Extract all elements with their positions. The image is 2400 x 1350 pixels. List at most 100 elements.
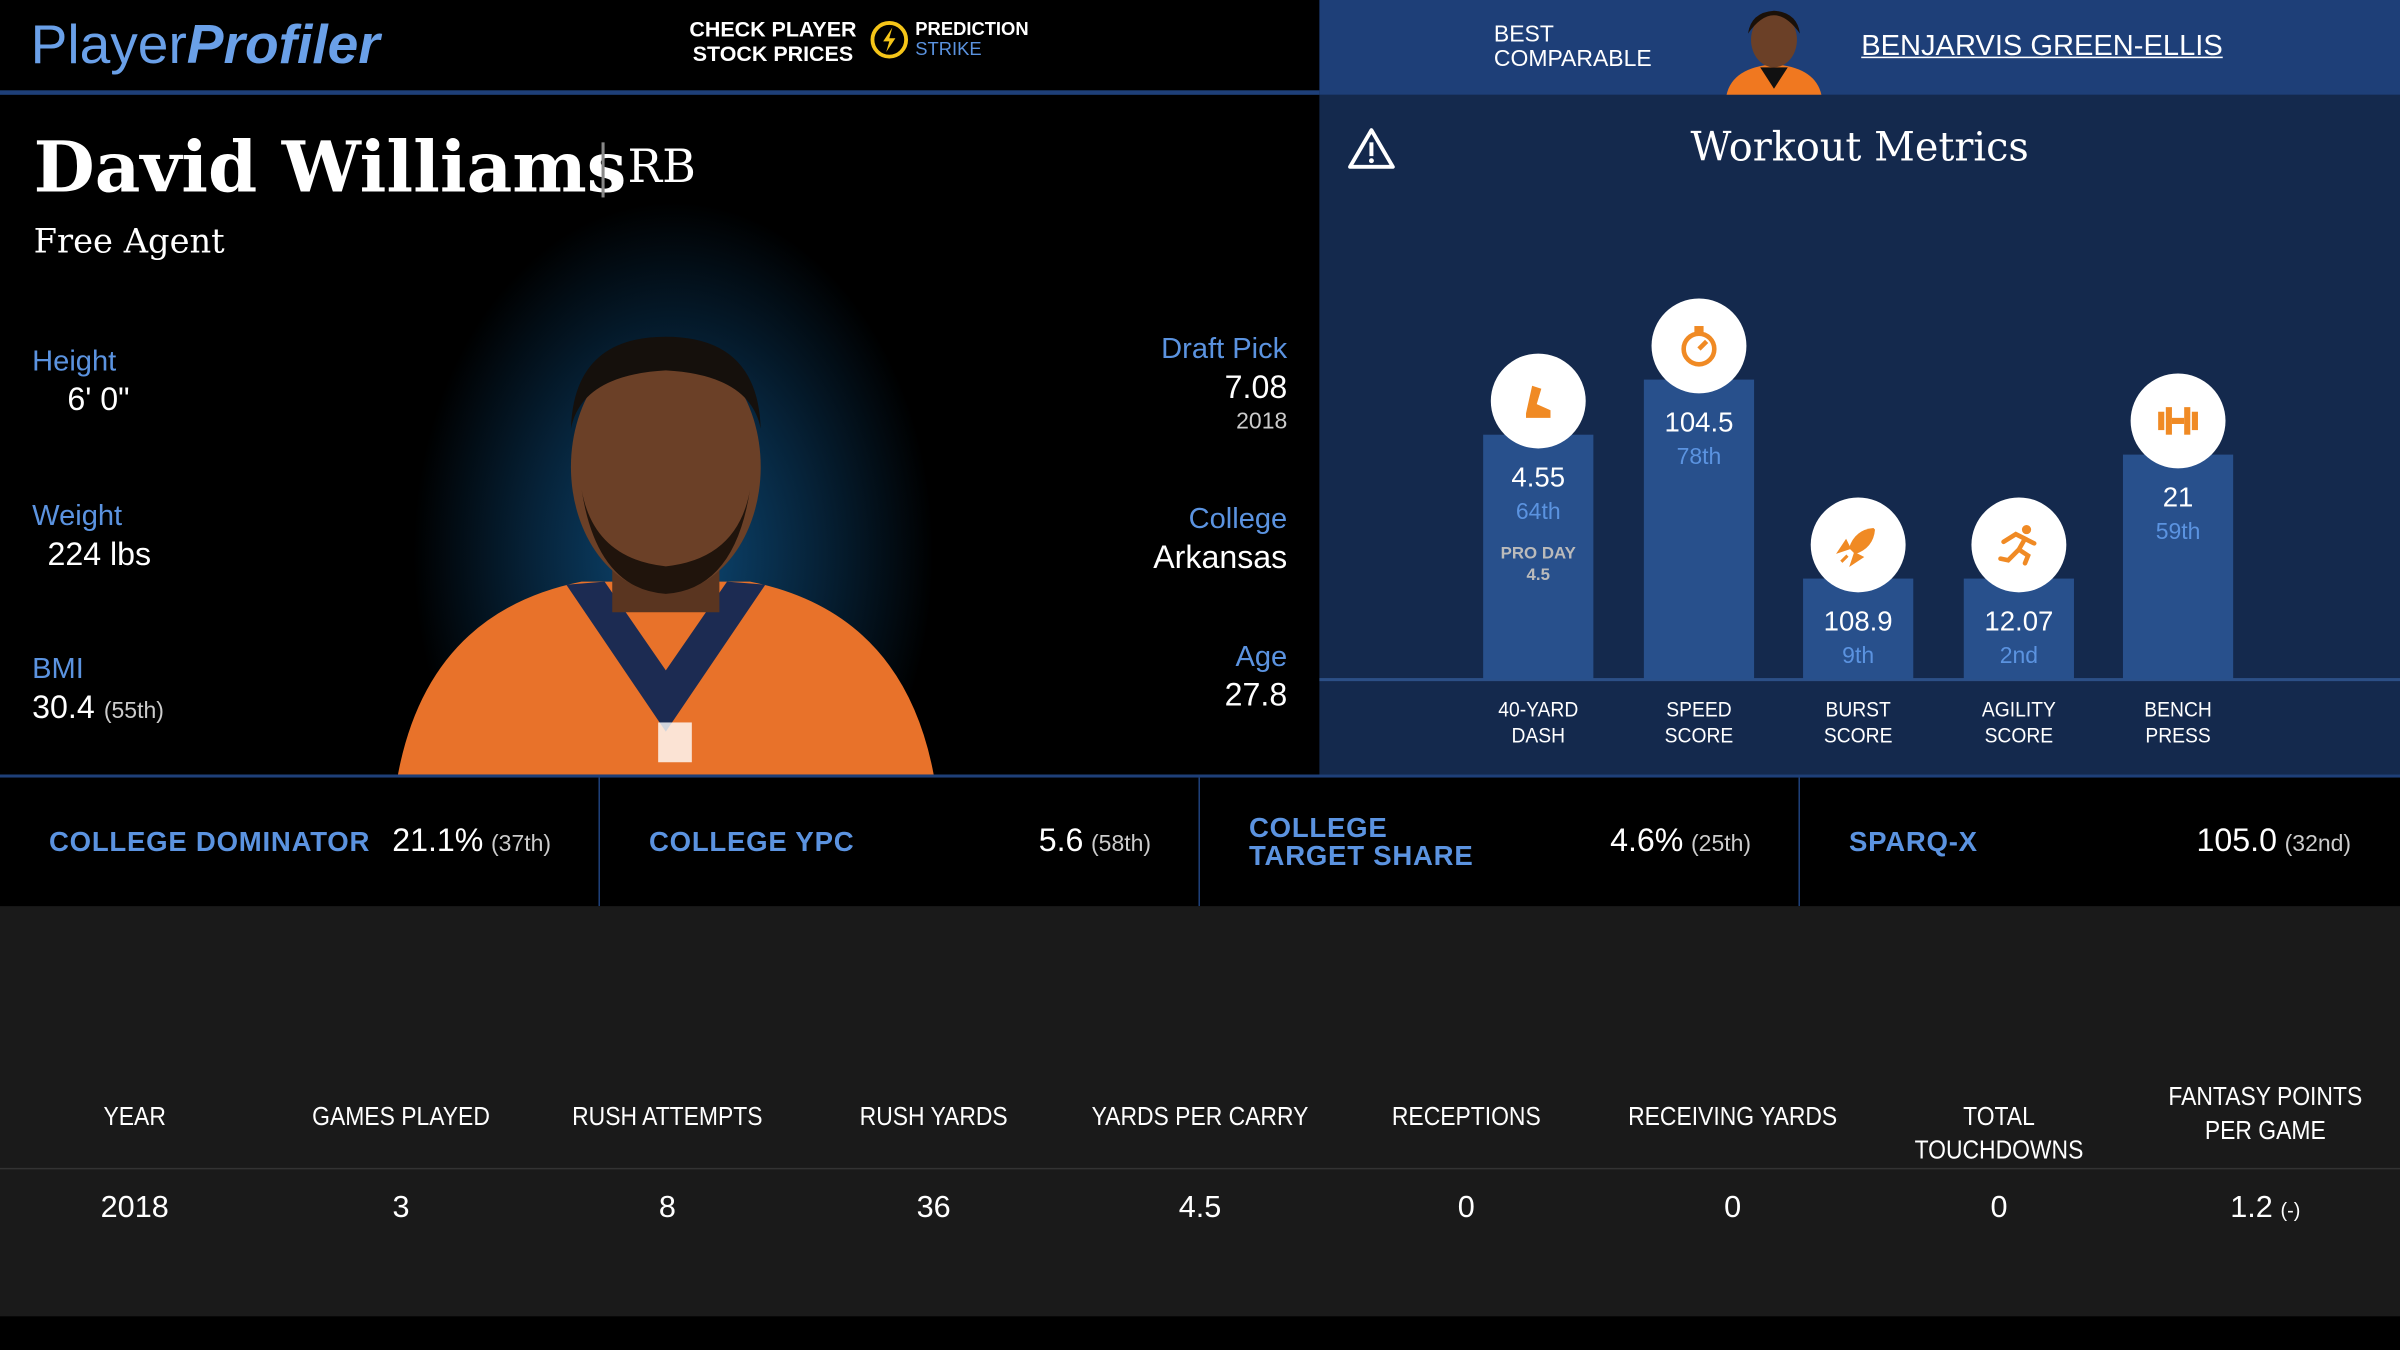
player-status: Free Agent xyxy=(33,223,225,262)
metric-value: 5.6 (58th) xyxy=(1039,823,1151,860)
metric-label: SPARQ-X xyxy=(1848,826,1978,858)
workout-icon xyxy=(1971,497,2067,593)
bio-value-text: 6' 0" xyxy=(67,382,130,418)
table-cell: 0 xyxy=(1866,1191,2132,1226)
bio-value: 30.4 (55th) xyxy=(32,690,164,727)
workout-bar xyxy=(1963,578,2074,680)
table-header: RECEPTIONS xyxy=(1391,1102,1541,1132)
workout-note-value: 4.5 xyxy=(1526,566,1550,585)
metric-value-text: 21.1% xyxy=(392,823,484,859)
workout-note: PRO DAY xyxy=(1500,544,1576,564)
table-cell-text: 3 xyxy=(392,1190,410,1225)
draft-value: 27.8 xyxy=(1224,678,1288,714)
promo-icon xyxy=(870,21,909,59)
table-cell: 8 xyxy=(534,1191,800,1226)
player-photo xyxy=(397,336,934,775)
metric-label: COLLEGE DOMINATOR xyxy=(48,826,371,858)
draft-value: Arkansas xyxy=(1153,540,1288,576)
table-cell: 1.2 (-) xyxy=(2132,1191,2398,1226)
draft-value: 7.08 xyxy=(1224,370,1288,406)
top-border xyxy=(0,90,1320,95)
workout-percentile: 64th xyxy=(1515,498,1561,525)
draft-label: Draft Pick xyxy=(1161,333,1288,366)
comparable-name[interactable]: BENJARVIS GREEN-ELLIS xyxy=(1861,30,2223,63)
player-position: RB xyxy=(627,140,696,195)
workout-icon xyxy=(2130,373,2226,469)
cell-divider xyxy=(598,777,600,907)
table-cell-text: 0 xyxy=(1724,1190,1742,1225)
table-cell-text: 8 xyxy=(658,1190,676,1225)
table-cell: 3 xyxy=(268,1191,534,1226)
cell-divider xyxy=(1198,777,1200,907)
draft-label: Age xyxy=(1235,641,1288,674)
workout-value: 12.07 xyxy=(1984,606,2054,637)
workout-value: 21 xyxy=(2162,482,2194,513)
workout-label: BURST SCORE xyxy=(1823,696,1893,747)
metric-value-text: 4.6% xyxy=(1610,823,1684,859)
metric-rank: (37th) xyxy=(491,831,552,858)
table-cell-text: 0 xyxy=(1990,1190,2008,1225)
workout-bar xyxy=(1643,379,1755,680)
table-cell-text: 2018 xyxy=(100,1190,169,1225)
metric-value: 105.0 (32nd) xyxy=(2197,823,2351,860)
workout-label: BENCH PRESS xyxy=(2144,696,2212,747)
logo-part: Player xyxy=(30,12,187,75)
bio-label: BMI xyxy=(32,653,84,686)
table-header: FANTASY POINTS PER GAME xyxy=(2168,1082,2363,1145)
row-divider xyxy=(0,1167,2400,1170)
stats-panel xyxy=(0,906,2400,1317)
bio-value-text: 224 lbs xyxy=(47,537,152,573)
table-cell-text: 1.2 xyxy=(2230,1190,2273,1225)
metric-value: 21.1% (37th) xyxy=(392,823,551,860)
metric-label: COLLEGE YPC xyxy=(648,826,855,858)
bio-label: Weight xyxy=(32,500,123,533)
promo-brand-name: PREDICTION xyxy=(915,18,1029,40)
metric-rank: (32nd) xyxy=(2284,831,2352,858)
workout-title: Workout Metrics xyxy=(1690,125,2029,172)
table-cell: 0 xyxy=(1333,1191,1599,1226)
table-header: RUSH YARDS xyxy=(859,1102,1008,1132)
table-cell-note: (-) xyxy=(2280,1198,2301,1222)
metric-rank: (25th) xyxy=(1691,831,1752,858)
workout-icon xyxy=(1490,353,1586,449)
metric-value: 4.6% (25th) xyxy=(1610,823,1751,860)
workout-label: SPEED SCORE xyxy=(1664,696,1734,747)
divider xyxy=(601,142,605,198)
workout-label: 40-YARD DASH xyxy=(1498,696,1579,747)
table-cell-text: 36 xyxy=(916,1190,951,1225)
player-name: David Williams xyxy=(33,125,627,209)
table-header: YARDS PER CARRY xyxy=(1091,1102,1309,1132)
workout-icon xyxy=(1810,497,1906,593)
table-cell: 36 xyxy=(801,1191,1067,1226)
bio-rank: (55th) xyxy=(103,697,164,724)
workout-value: 108.9 xyxy=(1823,606,1893,637)
logo[interactable]: PlayerProfiler xyxy=(31,12,380,76)
table-cell: 4.5 xyxy=(1067,1191,1333,1226)
workout-bar xyxy=(1483,434,1594,680)
workout-value: 104.5 xyxy=(1664,407,1734,438)
logo-part: Profiler xyxy=(186,12,380,75)
warning-icon[interactable] xyxy=(1347,126,1396,172)
promo-text[interactable]: CHECK PLAYER STOCK PRICES xyxy=(689,16,857,66)
comparable-bar xyxy=(1319,0,2400,95)
table-cell: 2018 xyxy=(2,1191,268,1226)
table-cell-text: 4.5 xyxy=(1178,1190,1222,1225)
workout-percentile: 59th xyxy=(2155,518,2201,545)
college-metrics-bar xyxy=(0,774,2400,907)
promo-brand[interactable]: PREDICTION STRIKE xyxy=(915,18,1029,60)
promo-brand-sub: STRIKE xyxy=(915,38,982,60)
table-cell: 0 xyxy=(1599,1191,1865,1226)
table-header: RUSH ATTEMPTS xyxy=(572,1102,763,1132)
workout-label: AGILITY SCORE xyxy=(1981,696,2056,747)
cell-divider xyxy=(1798,777,1800,907)
table-cell-text: 0 xyxy=(1457,1190,1475,1225)
metric-value-text: 105.0 xyxy=(2196,823,2278,859)
table-header: TOTAL TOUCHDOWNS xyxy=(1914,1102,2084,1165)
bio-value-text: 30.4 xyxy=(32,690,95,726)
bio-label: Height xyxy=(32,345,117,379)
bio-value: 6' 0" xyxy=(67,383,129,420)
workout-percentile: 78th xyxy=(1676,443,1722,470)
workout-bar xyxy=(2122,454,2234,680)
metric-label: COLLEGE TARGET SHARE xyxy=(1248,812,1474,871)
